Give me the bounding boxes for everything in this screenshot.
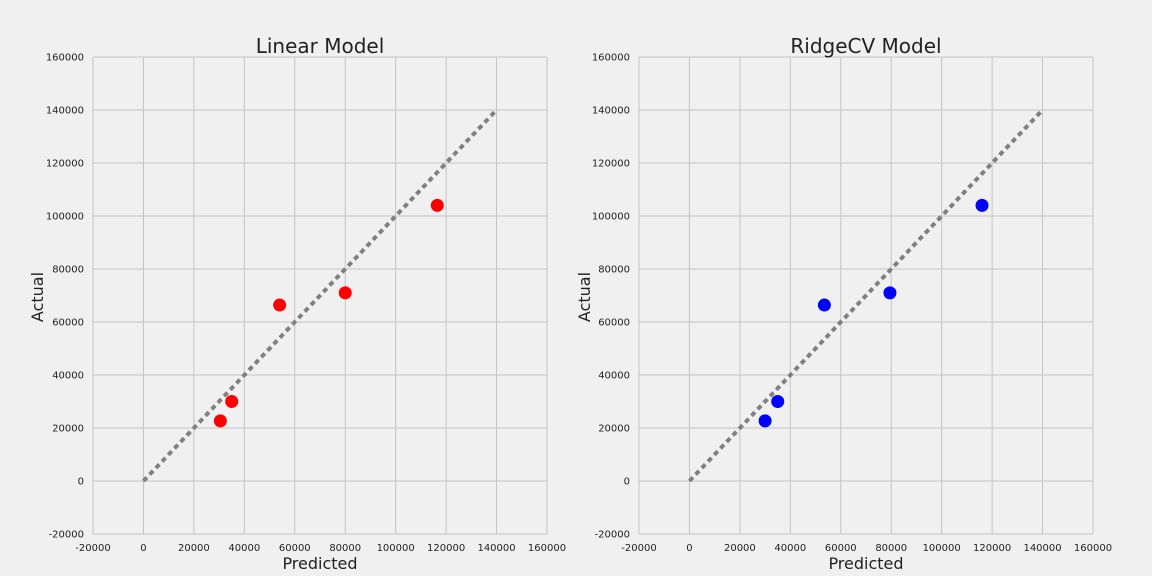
scatter-point xyxy=(338,286,352,300)
scatter-point xyxy=(430,198,444,212)
x-tick-label: 20000 xyxy=(178,543,210,554)
x-tick-label: 140000 xyxy=(1023,543,1061,554)
y-tick-label: 100000 xyxy=(592,212,630,223)
reference-line xyxy=(141,108,499,483)
x-tick-label: 160000 xyxy=(528,543,566,554)
linear-model-panel: Linear Model Predicted Actual -20000 0 200… xyxy=(28,34,566,573)
x-tick-label: 120000 xyxy=(973,543,1011,554)
x-tick-label: 160000 xyxy=(1074,543,1112,554)
grid xyxy=(92,56,548,535)
x-tick-label: 60000 xyxy=(279,543,311,554)
grid xyxy=(638,56,1094,535)
scatter-point xyxy=(883,286,897,300)
y-tick-label: 140000 xyxy=(46,106,84,117)
x-tick-label: 100000 xyxy=(923,543,961,554)
y-tick-label: 120000 xyxy=(592,159,630,170)
x-axis-label: Predicted xyxy=(282,554,357,573)
y-tick-label: 80000 xyxy=(52,265,84,276)
scatter-point xyxy=(817,298,831,312)
y-axis-label: Actual xyxy=(575,272,594,322)
scatter-point xyxy=(273,298,287,312)
y-tick-label: 140000 xyxy=(592,106,630,117)
y-tick-label: 160000 xyxy=(592,53,630,64)
x-tick-label: 0 xyxy=(140,543,146,554)
y-tick-label: 20000 xyxy=(598,424,630,435)
x-tick-label: 80000 xyxy=(875,543,907,554)
x-tick-label: 100000 xyxy=(377,543,415,554)
y-tick-label: 40000 xyxy=(598,371,630,382)
x-tick-label: 140000 xyxy=(477,543,515,554)
x-tick-label: 20000 xyxy=(724,543,756,554)
chart-title: Linear Model xyxy=(256,34,385,58)
x-tick-label: 40000 xyxy=(774,543,806,554)
y-tick-label: 160000 xyxy=(46,53,84,64)
x-tick-label: 0 xyxy=(686,543,692,554)
y-tick-label: 80000 xyxy=(598,265,630,276)
y-tick-label: 100000 xyxy=(46,212,84,223)
y-tick-label: 60000 xyxy=(598,318,630,329)
ridgecv-model-panel: RidgeCV Model Predicted Actual -20000 0 20… xyxy=(575,34,1112,573)
x-tick-label: 120000 xyxy=(427,543,465,554)
y-tick-label: 120000 xyxy=(46,159,84,170)
y-tick-label: 60000 xyxy=(52,318,84,329)
x-tick-label: 80000 xyxy=(329,543,361,554)
scatter-point xyxy=(975,198,989,212)
reference-line xyxy=(687,108,1045,483)
y-tick-label: 20000 xyxy=(52,424,84,435)
scatter-point xyxy=(771,395,785,408)
scatter-point xyxy=(213,414,227,428)
y-tick-label: -20000 xyxy=(49,530,84,541)
x-tick-label: -20000 xyxy=(75,543,110,554)
scatter-point xyxy=(225,395,239,408)
y-tick-label: 0 xyxy=(624,477,630,488)
y-tick-label: 0 xyxy=(78,477,84,488)
y-tick-label: -20000 xyxy=(595,530,630,541)
chart-title: RidgeCV Model xyxy=(790,34,941,58)
y-tick-label: 40000 xyxy=(52,371,84,382)
y-axis-label: Actual xyxy=(28,272,47,322)
x-axis-label: Predicted xyxy=(828,554,903,573)
x-tick-label: 40000 xyxy=(228,543,260,554)
scatter-point xyxy=(758,414,772,428)
x-tick-label: -20000 xyxy=(621,543,656,554)
x-tick-label: 60000 xyxy=(825,543,857,554)
